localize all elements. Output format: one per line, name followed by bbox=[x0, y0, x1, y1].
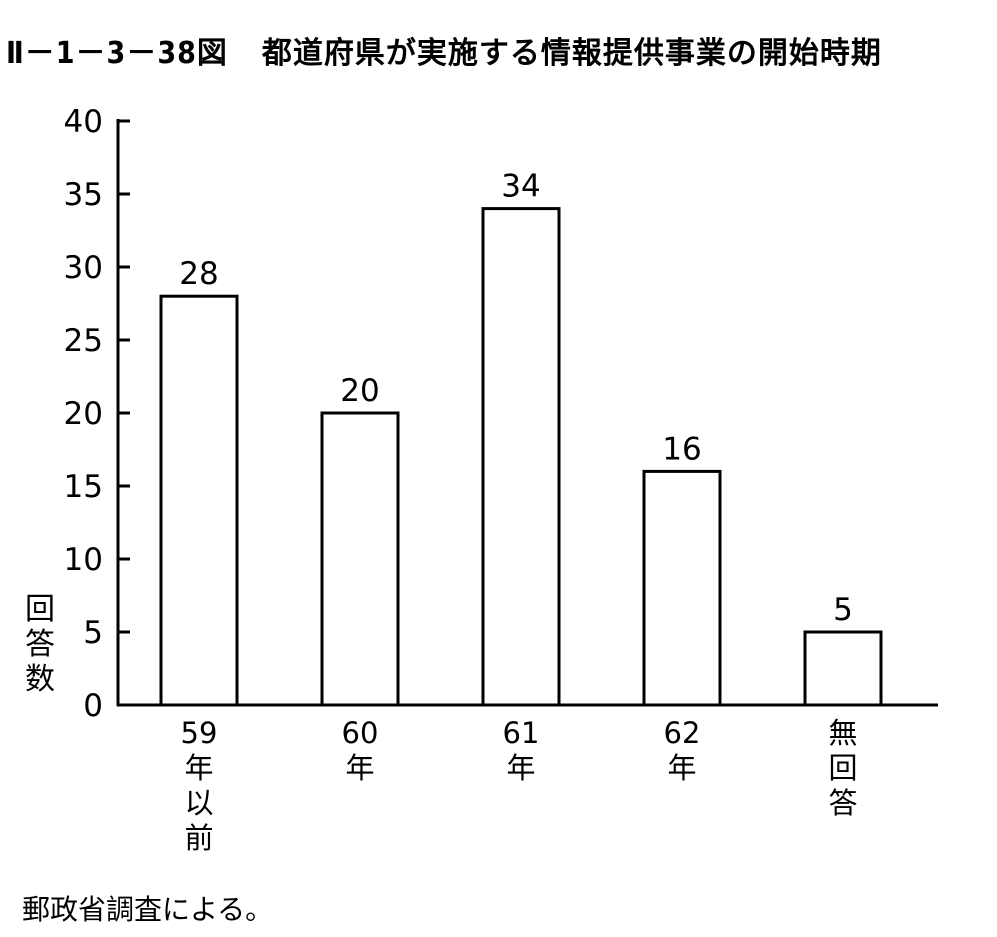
figure-title-text: 都道府県が実施する情報提供事業の開始時期 bbox=[261, 36, 882, 71]
bar bbox=[159, 294, 239, 707]
bar bbox=[320, 411, 400, 707]
y-tick-label: 5 bbox=[83, 615, 103, 651]
bar-chart: 0 5 10 15 20 25 30 35 40 28 20 34 16 5 bbox=[64, 104, 938, 724]
figure-number: Ⅱ－1－3－38図 bbox=[6, 36, 228, 71]
y-tick-label: 40 bbox=[64, 104, 103, 140]
x-tick-label: 61年 bbox=[502, 716, 540, 785]
bar bbox=[642, 469, 722, 707]
y-tick-label: 20 bbox=[64, 396, 103, 432]
y-tick-label: 15 bbox=[64, 469, 103, 505]
source-note: 郵政省調査による。 bbox=[22, 893, 274, 926]
y-tick-label: 25 bbox=[64, 323, 103, 359]
bar-value-label: 34 bbox=[501, 169, 540, 205]
figure-title: Ⅱ－1－3－38図 都道府県が実施する情報提供事業の開始時期 bbox=[6, 28, 882, 72]
y-tick-label: 10 bbox=[64, 542, 103, 578]
y-tick-label: 30 bbox=[64, 250, 103, 286]
y-tick-label: 35 bbox=[64, 177, 103, 213]
y-tick-label: 0 bbox=[83, 688, 103, 724]
x-tick-label: 無回答 bbox=[828, 716, 858, 820]
bar-value-label: 28 bbox=[179, 256, 218, 292]
x-tick-label: 62年 bbox=[663, 716, 701, 785]
bar-value-label: 16 bbox=[662, 431, 701, 467]
bar-value-label: 5 bbox=[833, 592, 853, 628]
bar bbox=[803, 630, 883, 707]
x-tick-label: 60年 bbox=[341, 716, 379, 785]
y-axis-label: 回答数 bbox=[25, 592, 55, 697]
bar bbox=[481, 207, 561, 707]
bar-value-label: 20 bbox=[340, 373, 379, 409]
x-tick-label: 59年以前 bbox=[180, 716, 218, 855]
